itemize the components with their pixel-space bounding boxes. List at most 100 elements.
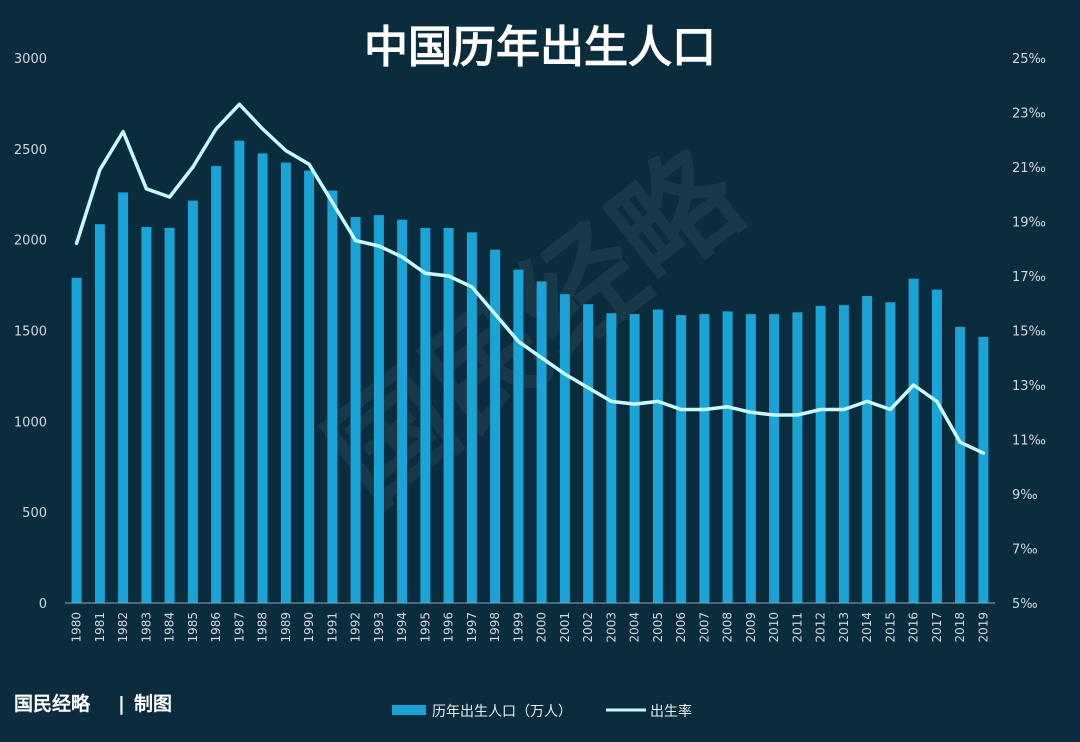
bar-1991: [327, 190, 338, 603]
right-tick-label: 25‰: [1012, 52, 1046, 67]
bar-2013: [838, 305, 849, 603]
x-tick-label: 1980: [70, 612, 84, 643]
bar-2014: [862, 296, 873, 603]
right-tick-label: 19‰: [1012, 216, 1046, 231]
left-tick-label: 500: [22, 506, 47, 521]
x-tick-label: 1991: [325, 612, 339, 643]
x-tick-label: 2006: [674, 612, 688, 643]
x-tick-label: 1997: [465, 612, 479, 643]
x-tick-label: 2019: [976, 612, 990, 643]
bar-1983: [141, 227, 152, 603]
bar-1997: [466, 232, 477, 603]
line-series: [74, 102, 986, 455]
right-tick-label: 21‰: [1012, 161, 1046, 176]
bar-1992: [350, 217, 361, 603]
bar-2003: [606, 313, 617, 603]
left-tick-label: 2000: [14, 234, 47, 249]
bar-2008: [722, 311, 733, 603]
right-tick-label: 11‰: [1012, 434, 1046, 449]
x-tick-label: 2012: [814, 612, 828, 643]
bar-2018: [955, 326, 966, 603]
x-tick-label: 1999: [511, 612, 525, 643]
bar-2000: [536, 281, 547, 603]
x-tick-label: 2003: [604, 612, 618, 643]
x-tick-label: 2007: [697, 612, 711, 643]
credit-separator: |: [118, 693, 125, 715]
left-tick-label: 1000: [14, 415, 47, 430]
bar-2015: [885, 302, 896, 603]
x-tick-label: 2001: [558, 612, 572, 643]
x-tick-label: 1981: [93, 612, 107, 643]
x-tick-label: 1983: [139, 612, 153, 643]
x-tick-label: 2005: [651, 612, 665, 643]
credit-suffix: 制图: [134, 692, 172, 715]
x-tick-label: 1990: [302, 612, 316, 643]
bar-1998: [490, 249, 501, 603]
bar-2005: [652, 309, 663, 603]
right-axis: 5‰ 7‰ 9‰ 11‰ 13‰ 15‰ 17‰ 19‰ 21‰ 23‰ 25‰: [1012, 52, 1046, 612]
bar-2019: [978, 336, 989, 603]
bar-2001: [559, 294, 570, 603]
bar-1989: [280, 162, 291, 603]
bar-1982: [118, 192, 129, 603]
bar-2017: [931, 289, 942, 603]
x-tick-label: 1988: [256, 612, 270, 643]
x-tick-label: 2018: [953, 612, 967, 643]
left-axis: 0 500 1000 1500 2000 2500 3000: [14, 52, 47, 612]
bar-1993: [373, 215, 384, 603]
x-tick-label: 2013: [837, 612, 851, 643]
left-tick-label: 2500: [14, 143, 47, 158]
bar-1986: [211, 166, 222, 603]
bar-1994: [397, 219, 408, 603]
bar-2006: [676, 315, 687, 603]
bar-2007: [699, 314, 710, 603]
right-tick-label: 9‰: [1012, 488, 1038, 503]
credit-brand: 国民经略: [14, 692, 91, 715]
x-tick-label: 1982: [116, 612, 130, 643]
right-tick-label: 13‰: [1012, 379, 1046, 394]
x-tick-label: 1993: [372, 612, 386, 643]
x-tick-label: 2010: [767, 612, 781, 643]
x-tick-label: 1992: [349, 612, 363, 643]
bar-2002: [583, 304, 594, 603]
bar-1988: [257, 153, 268, 603]
bar-2009: [745, 314, 756, 603]
bar-1999: [513, 269, 524, 603]
credit: 国民经略 | 制图: [14, 692, 172, 715]
x-tick-label: 1995: [418, 612, 432, 643]
bar-2016: [908, 278, 919, 603]
bar-1985: [187, 200, 198, 603]
bar-2011: [792, 312, 803, 603]
legend-bar-swatch: [392, 705, 426, 715]
bar-1987: [234, 140, 245, 603]
x-tick-label: 1996: [442, 612, 456, 643]
x-tick-label: 2009: [744, 612, 758, 643]
x-tick-label: 2016: [907, 612, 921, 643]
bar-1995: [420, 227, 431, 603]
legend-line-label: 出生率: [650, 703, 692, 720]
x-tick-label: 2014: [860, 612, 874, 643]
x-tick-label: 2011: [790, 612, 804, 643]
bar-2004: [629, 314, 640, 603]
x-tick-label: 2002: [581, 612, 595, 643]
x-tick-label: 1985: [186, 612, 200, 643]
legend: 历年出生人口（万人） 出生率: [392, 703, 692, 720]
bar-1981: [94, 224, 105, 603]
x-tick-label: 1998: [488, 612, 502, 643]
x-tick-label: 2008: [721, 612, 735, 643]
x-tick-label: 1987: [232, 612, 246, 643]
x-tick-label: 2017: [930, 612, 944, 643]
right-tick-label: 15‰: [1012, 325, 1046, 340]
x-axis: 1980 1981 1982 1983 1984 1985 1986 1987 1988 1989…: [65, 602, 995, 643]
bar-1990: [304, 170, 315, 603]
bar-1996: [443, 227, 454, 603]
x-tick-label: 2000: [535, 612, 549, 643]
right-tick-label: 5‰: [1012, 597, 1038, 612]
left-tick-label: 0: [39, 597, 47, 612]
right-tick-label: 7‰: [1012, 543, 1038, 558]
bar-1980: [71, 277, 82, 603]
bar-2012: [815, 306, 826, 603]
right-tick-label: 17‰: [1012, 270, 1046, 285]
x-tick-label: 1989: [279, 612, 293, 643]
